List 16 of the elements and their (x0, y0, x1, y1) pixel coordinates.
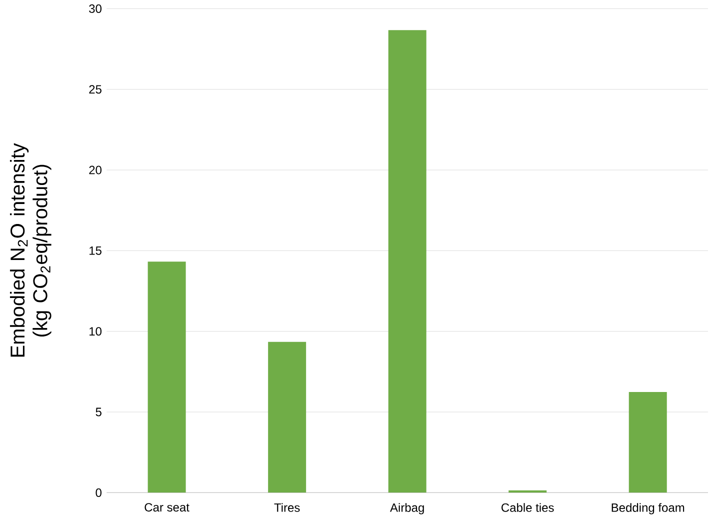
bar (388, 30, 426, 493)
x-tick-label: Tires (274, 503, 300, 512)
x-tick-label: Car seat (144, 503, 190, 512)
x-tick-label: Cable ties (502, 503, 554, 512)
y-tick-label: 10 (90, 327, 102, 336)
y-tick-label: 0 (96, 488, 102, 497)
y-tick-label: 20 (89, 166, 102, 174)
x-tick-label: Bedding foam (612, 503, 684, 514)
bar (268, 342, 306, 493)
y-tick-label: 30 (89, 4, 102, 13)
y-tick-label: 5 (96, 408, 102, 416)
bar (148, 262, 186, 493)
bar (628, 392, 667, 493)
x-tick-label: Airbag (390, 503, 424, 514)
y-tick-label: 25 (89, 85, 102, 94)
y-tick-label: 15 (90, 246, 102, 255)
